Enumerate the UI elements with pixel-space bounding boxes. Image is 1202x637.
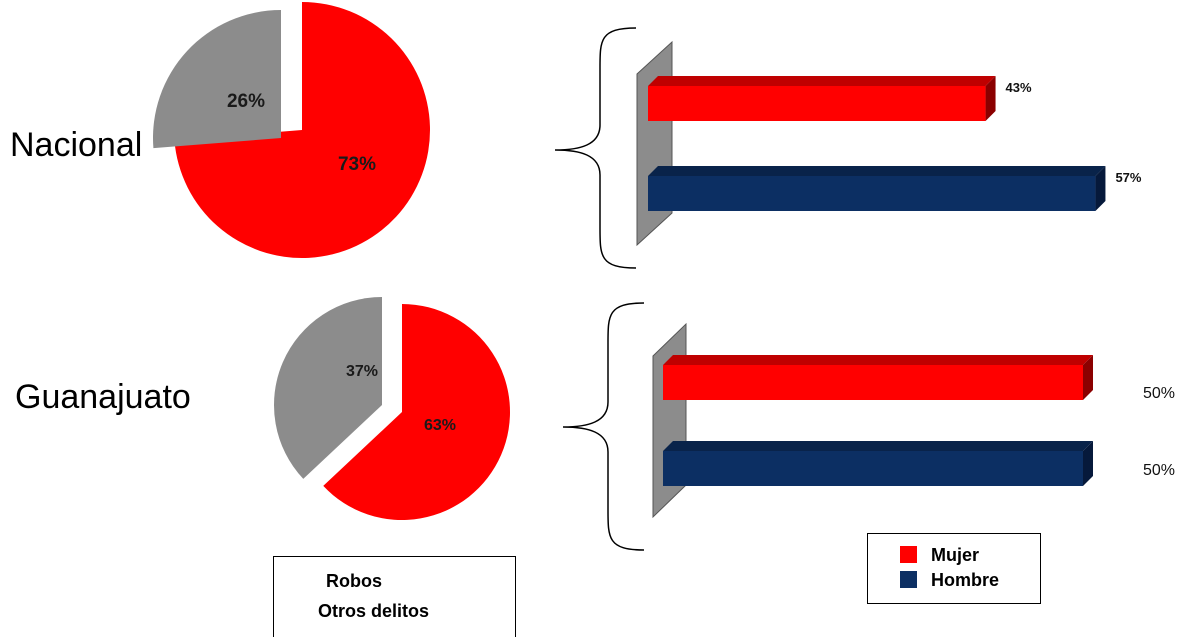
bar-label-mujer: 43% bbox=[1006, 80, 1032, 95]
pie-label-robos: 63% bbox=[424, 417, 456, 434]
pie-slice-otros-delitos bbox=[152, 10, 281, 149]
legend-delitos bbox=[273, 556, 516, 637]
brace-nacional bbox=[554, 27, 637, 269]
region-label-nacional: Nacional bbox=[10, 126, 143, 164]
bar-hombre bbox=[648, 166, 1106, 211]
legend-item-robos: Robos bbox=[326, 571, 382, 592]
bar-hombre bbox=[663, 441, 1093, 486]
legend-swatch-mujer bbox=[900, 546, 917, 563]
pie-slice-robos bbox=[323, 304, 510, 520]
bar-label-mujer: 50% bbox=[1143, 385, 1175, 402]
bar-label-hombre: 57% bbox=[1115, 170, 1141, 185]
pie-slice-otros-delitos bbox=[274, 297, 382, 479]
legend-item-mujer: Mujer bbox=[900, 545, 979, 566]
legend-label-otros: Otros delitos bbox=[318, 601, 430, 621]
legend-swatch-hombre bbox=[900, 571, 917, 588]
pie-label-robos: 73% bbox=[338, 154, 376, 175]
bar-mujer bbox=[663, 355, 1093, 400]
region-label-guanajuato: Guanajuato bbox=[15, 378, 191, 416]
bar-label-hombre: 50% bbox=[1143, 462, 1175, 479]
bar-mujer bbox=[648, 76, 996, 121]
legend-sexo bbox=[867, 533, 1041, 604]
brace-guanajuato bbox=[562, 302, 645, 551]
pie-label-otros-delitos: 26% bbox=[227, 91, 265, 112]
legend-item-hombre: Hombre bbox=[900, 570, 999, 591]
legend-label-mujer: Mujer bbox=[931, 545, 980, 565]
legend-item-otros: Otros delitos bbox=[318, 601, 429, 622]
legend-label-hombre: Hombre bbox=[931, 570, 1000, 590]
pie-slice-robos bbox=[174, 2, 431, 258]
pie-label-otros-delitos: 37% bbox=[346, 363, 378, 380]
legend-label-robos: Robos bbox=[326, 571, 382, 591]
